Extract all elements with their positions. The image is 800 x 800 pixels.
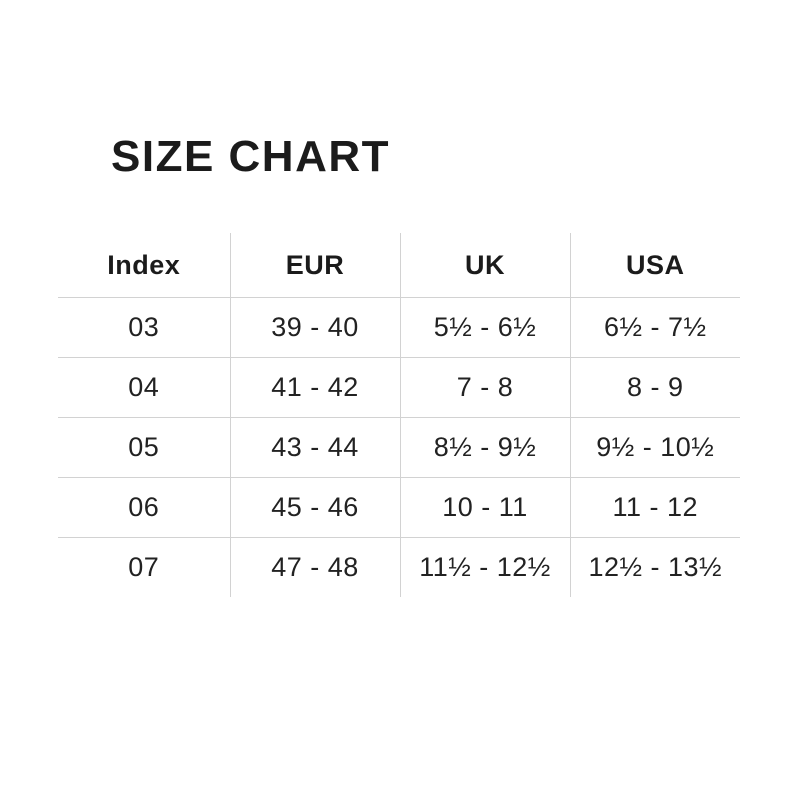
- table-row: 04 41 - 42 7 - 8 8 - 9: [58, 357, 740, 418]
- cell-index: 03: [58, 297, 231, 358]
- column-header-index: Index: [58, 233, 231, 298]
- cell-uk: 8½ - 9½: [400, 417, 571, 478]
- table-row: 05 43 - 44 8½ - 9½ 9½ - 10½: [58, 417, 740, 478]
- cell-eur: 43 - 44: [230, 417, 401, 478]
- header-row: Index EUR UK USA: [58, 233, 740, 298]
- table-row: 03 39 - 40 5½ - 6½ 6½ - 7½: [58, 297, 740, 358]
- cell-index: 06: [58, 477, 231, 538]
- table-row: 07 47 - 48 11½ - 12½ 12½ - 13½: [58, 537, 740, 597]
- cell-usa: 11 - 12: [570, 477, 740, 538]
- column-header-uk: UK: [400, 233, 571, 298]
- cell-usa: 12½ - 13½: [588, 552, 723, 582]
- cell-eur: 41 - 42: [230, 357, 401, 418]
- cell-usa: 9½ - 10½: [570, 417, 740, 478]
- cell-eur: 45 - 46: [230, 477, 401, 538]
- cell-eur: 47 - 48: [230, 537, 401, 597]
- cell-index: 04: [58, 357, 231, 418]
- column-header-eur: EUR: [230, 233, 401, 298]
- cell-index: 05: [58, 417, 231, 478]
- cell-uk: 11½ - 12½: [400, 537, 571, 597]
- cell-uk: 5½ - 6½: [400, 297, 571, 358]
- cell-uk: 7 - 8: [400, 357, 571, 418]
- cell-usa: 6½ - 7½: [570, 297, 740, 358]
- cell-uk: 10 - 11: [400, 477, 571, 538]
- cell-eur: 39 - 40: [230, 297, 401, 358]
- cell-index: 07: [58, 537, 231, 597]
- cell-usa: 8 - 9: [570, 357, 740, 418]
- table-row: 06 45 - 46 10 - 11 11 - 12: [58, 477, 740, 538]
- page-title: SIZE CHART: [111, 132, 390, 181]
- size-chart-table: Index EUR UK USA 03 39 - 40 5½ - 6½ 6½ -…: [58, 233, 740, 597]
- column-header-usa: USA: [570, 233, 740, 298]
